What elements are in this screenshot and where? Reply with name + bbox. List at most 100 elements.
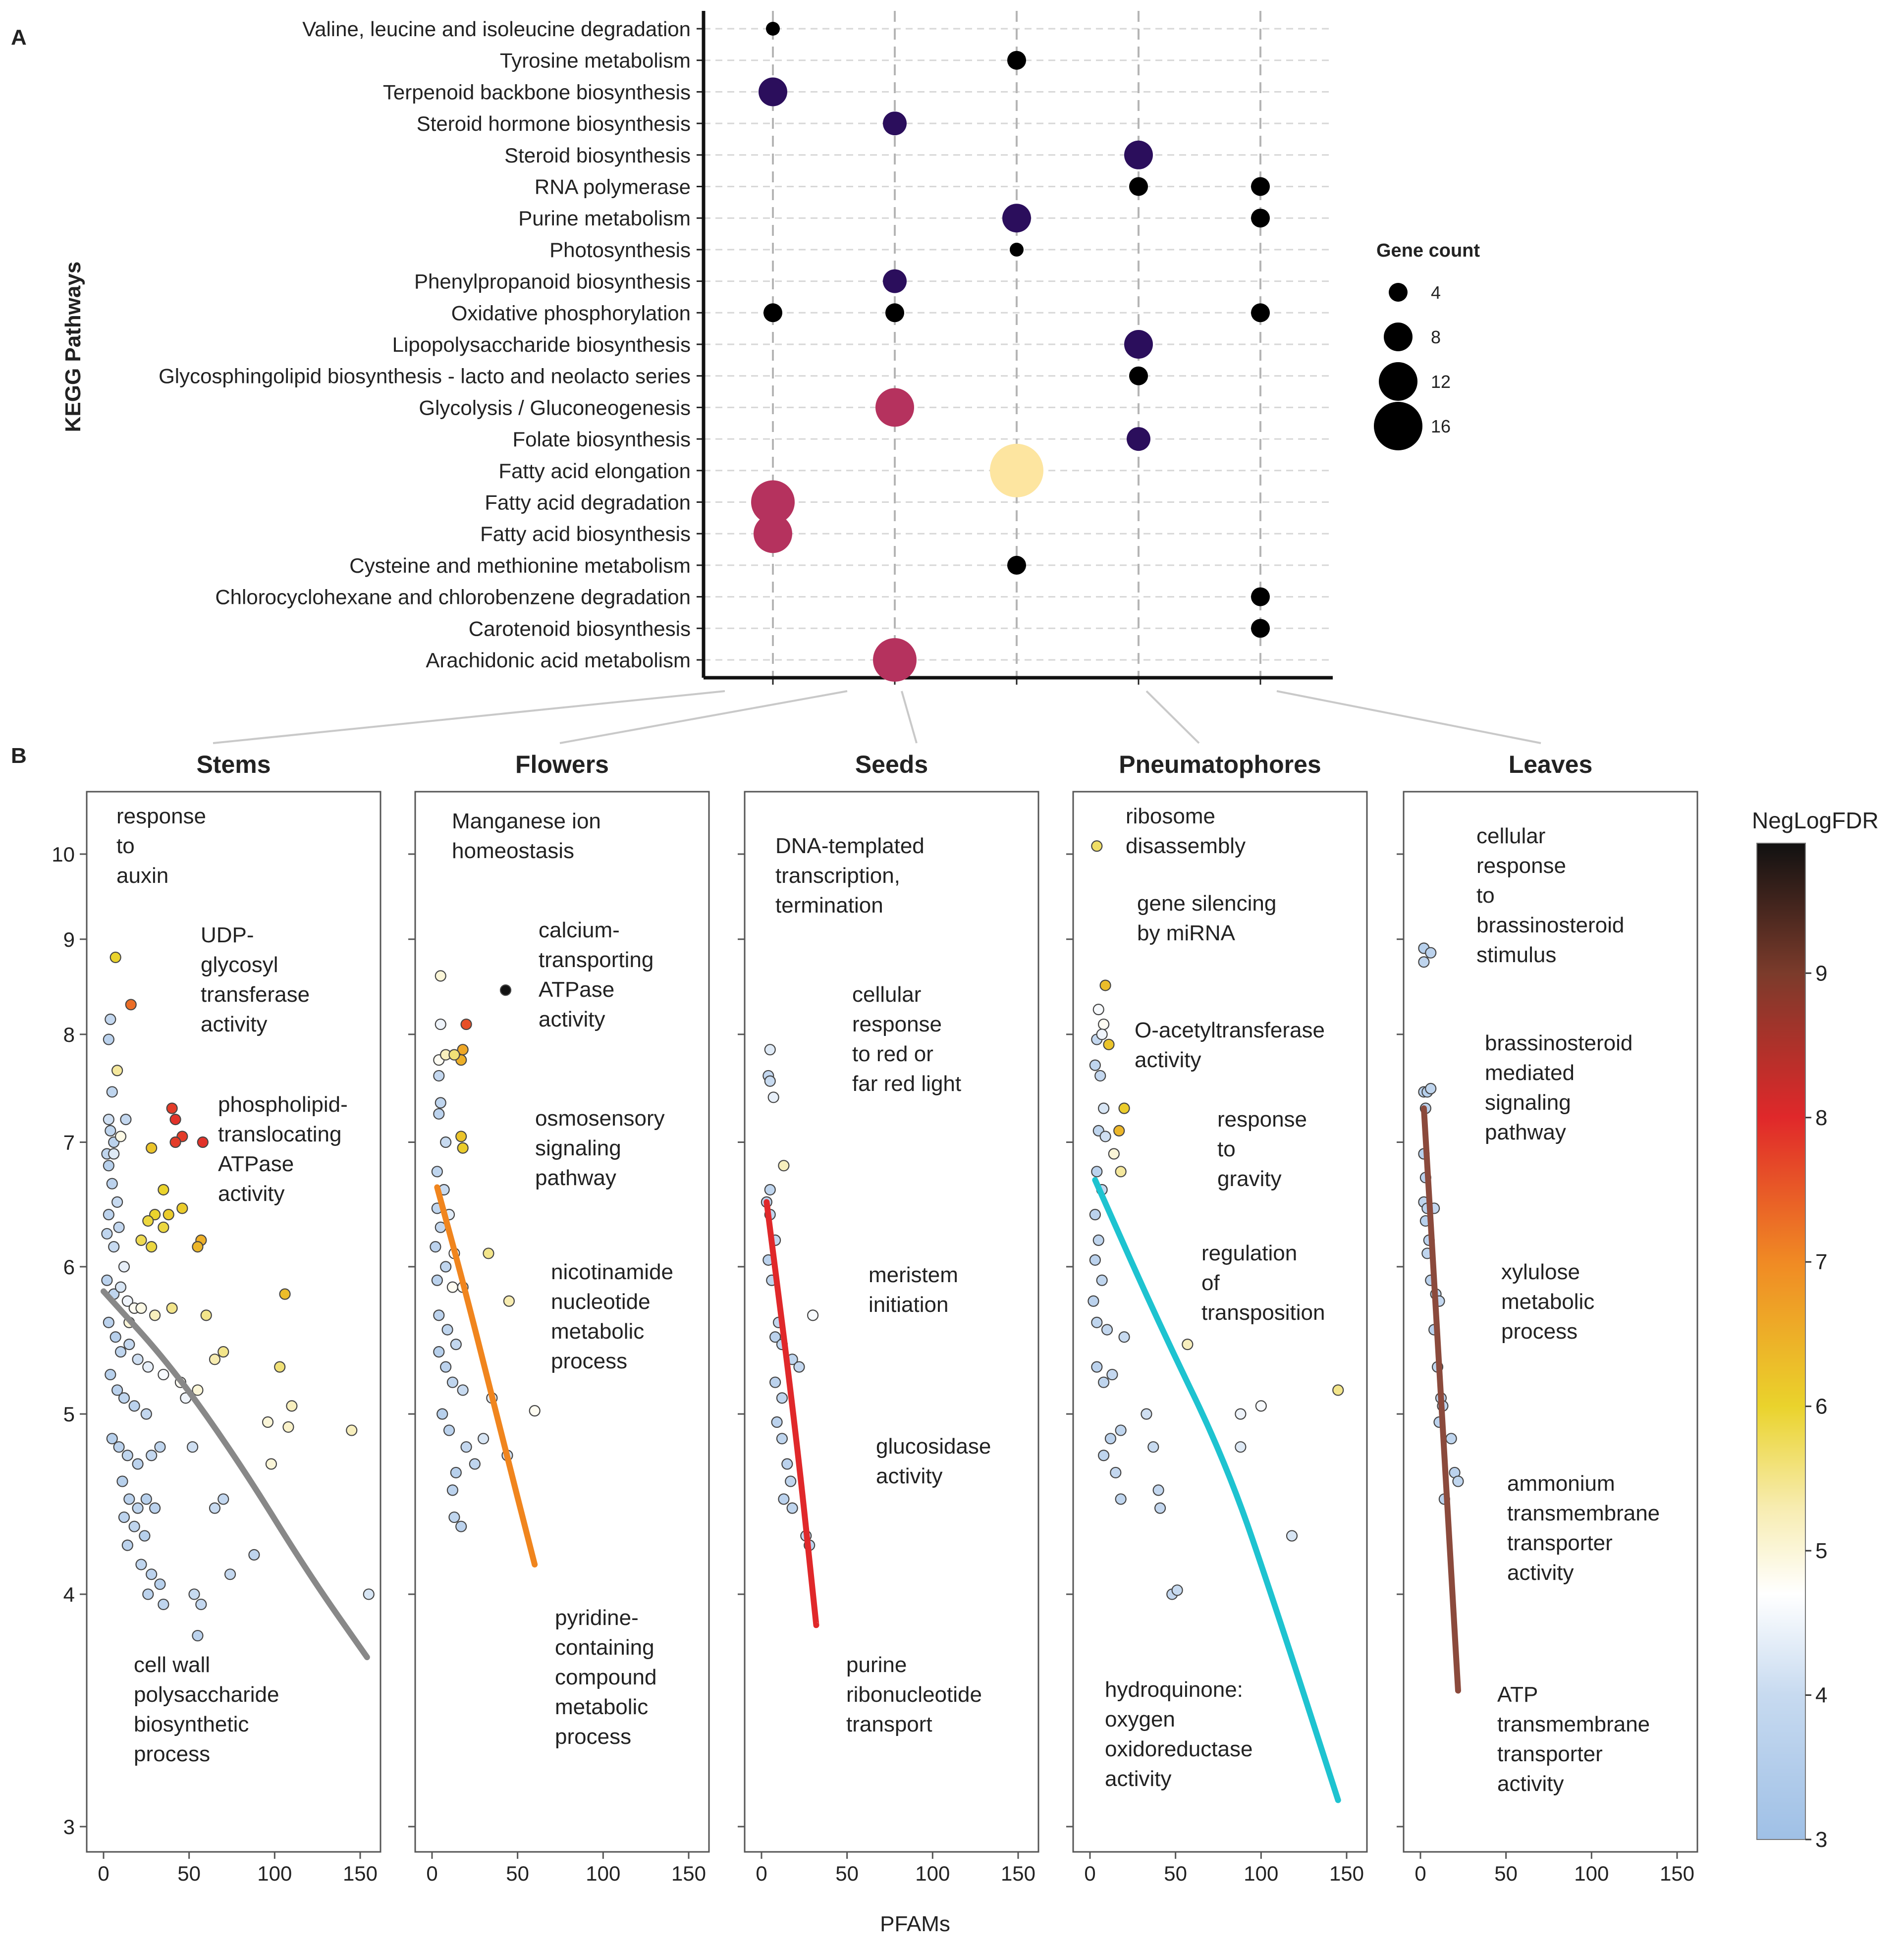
- pathway-label: Steroid biosynthesis: [504, 144, 691, 167]
- annotation-line: activity: [218, 1182, 284, 1206]
- data-point: [431, 1166, 443, 1178]
- data-point: [101, 1274, 113, 1286]
- dot-flowers: [875, 388, 914, 427]
- data-point: [186, 1441, 199, 1453]
- y-tick-label: 9: [63, 928, 75, 951]
- data-point: [785, 1475, 797, 1487]
- data-point: [274, 1361, 286, 1373]
- data-point: [1235, 1408, 1247, 1420]
- annotation-line: cell wall: [134, 1653, 210, 1677]
- annotation-line: brassinosteroid: [1476, 913, 1624, 937]
- dot-pneumatophores: [1127, 427, 1150, 451]
- connector-line: [213, 690, 725, 744]
- colorbar-title: NegLogFDR: [1752, 808, 1879, 833]
- annotation-line: ATPase: [539, 977, 614, 1002]
- annotation-line: polysaccharide: [134, 1682, 279, 1707]
- facet-frame: [1072, 791, 1368, 1853]
- data-point: [1106, 1368, 1118, 1381]
- dot-leaves: [1251, 209, 1270, 228]
- data-point: [1154, 1502, 1166, 1514]
- data-point: [146, 1450, 158, 1461]
- data-point: [103, 1316, 114, 1328]
- dot-seeds: [1007, 51, 1026, 70]
- data-point: [1113, 1125, 1125, 1137]
- data-point: [1091, 840, 1103, 852]
- x-tick-label: 100: [257, 1862, 292, 1885]
- facet-flowers: Flowers 0 50 100 150 Manganese ion homeostasis…: [408, 751, 710, 1885]
- annotation-line: activity: [201, 1012, 267, 1036]
- pathway-label: Tyrosine metabolism: [500, 49, 691, 72]
- y-tick-label: 4: [63, 1583, 75, 1606]
- data-point: [450, 1339, 462, 1351]
- data-point: [455, 1520, 467, 1532]
- data-point: [248, 1549, 260, 1561]
- annotation-line: meristem: [869, 1263, 958, 1287]
- data-point: [781, 1458, 793, 1470]
- pathway-label: Phenylpropanoid biosynthesis: [414, 270, 691, 293]
- annotation-line: metabolic: [551, 1319, 644, 1344]
- data-point: [128, 1400, 140, 1412]
- go-term-annotation: purine ribonucleotide transport: [846, 1653, 982, 1736]
- annotation-line: DNA-templated: [775, 834, 925, 858]
- dot-stems: [751, 480, 795, 524]
- data-point: [769, 1331, 781, 1343]
- data-point: [154, 1441, 166, 1453]
- data-point: [209, 1502, 221, 1514]
- annotation-line: purine: [846, 1653, 907, 1677]
- data-point: [111, 1196, 123, 1208]
- x-tick-label: 150: [1001, 1862, 1035, 1885]
- annotation-line: transporter: [1497, 1742, 1603, 1766]
- legend-dot: [1374, 402, 1422, 450]
- x-tick-label: 100: [1244, 1862, 1278, 1885]
- data-point: [1418, 956, 1430, 968]
- data-point: [435, 970, 446, 982]
- data-point: [433, 1309, 445, 1321]
- data-point: [1098, 1102, 1110, 1114]
- data-point: [1096, 1274, 1108, 1286]
- data-point: [1141, 1408, 1152, 1420]
- annotation-line: transport: [846, 1712, 932, 1736]
- go-term-annotation: xylulose metabolic process: [1501, 1260, 1594, 1344]
- data-point: [499, 984, 512, 996]
- annotation-line: response: [1217, 1107, 1307, 1132]
- annotation-line: calcium-: [539, 918, 620, 942]
- data-point: [114, 1281, 127, 1293]
- data-point: [433, 1346, 445, 1358]
- data-point: [1104, 1433, 1117, 1445]
- annotation-line: process: [134, 1742, 210, 1766]
- data-point: [146, 1142, 158, 1154]
- annotation-line: to red or: [852, 1042, 933, 1066]
- data-point: [1115, 1166, 1127, 1178]
- dot-stems: [759, 77, 787, 107]
- data-point: [450, 1466, 462, 1479]
- annotation-line: activity: [1497, 1772, 1564, 1796]
- data-point: [176, 1202, 188, 1214]
- annotation-line: hydroquinone:: [1105, 1677, 1243, 1702]
- data-point: [105, 1368, 116, 1381]
- annotation-line: transporting: [539, 948, 653, 972]
- panel-label-b: B: [11, 744, 27, 768]
- pathway-label: Arachidonic acid metabolism: [426, 649, 691, 672]
- y-tick-label: 7: [63, 1131, 75, 1154]
- data-point: [123, 1493, 135, 1505]
- annotation-line: to: [1217, 1137, 1236, 1161]
- data-point: [103, 1033, 114, 1045]
- annotation-line: ATPase: [218, 1152, 294, 1176]
- pathway-label: Oxidative phosphorylation: [451, 301, 691, 324]
- fit-line: [1092, 1177, 1341, 1803]
- annotation-line: far red light: [852, 1072, 961, 1096]
- dot-seeds: [1007, 555, 1026, 575]
- annotation-line: biosynthetic: [134, 1712, 249, 1736]
- data-point: [282, 1421, 294, 1433]
- annotation-line: O-acetyltransferase: [1135, 1018, 1325, 1042]
- annotation-line: transporter: [1507, 1531, 1613, 1555]
- annotation-line: to: [1476, 883, 1495, 908]
- data-point: [1255, 1400, 1267, 1412]
- data-point: [109, 1331, 121, 1343]
- annotation-line: termination: [775, 893, 883, 918]
- dot-flowers: [883, 269, 907, 293]
- data-point: [483, 1247, 494, 1259]
- go-term-annotation: ribosome disassembly: [1126, 804, 1246, 858]
- go-term-annotation: gene silencing by miRNA: [1137, 891, 1276, 945]
